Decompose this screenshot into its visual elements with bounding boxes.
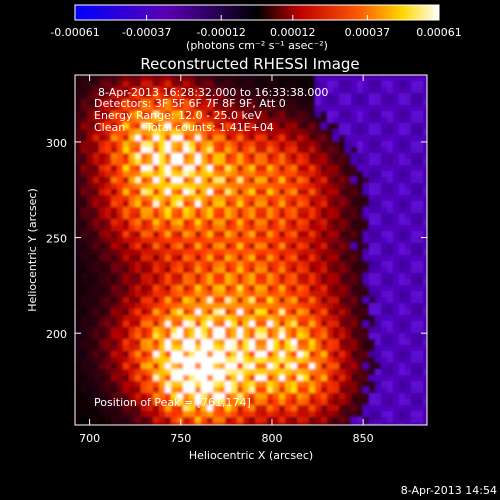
x-axis: 700 750 800 850 — [79, 75, 374, 445]
colorbar-tick-label: -0.00012 — [196, 26, 245, 39]
heatmap-area — [75, 75, 427, 425]
y-axis-label: Heliocentric Y (arcsec) — [26, 188, 39, 312]
colorbar-units: (photons cm⁻² s⁻¹ asec⁻²) — [186, 39, 328, 52]
y-axis: 200 250 300 — [46, 137, 427, 341]
time-range-text: 8-Apr-2013 16:28:32.000 to 16:33:38.000 — [98, 86, 328, 99]
colorbar-tick-label: -0.00061 — [50, 26, 99, 39]
chart-title: Reconstructed RHESSI Image — [140, 55, 359, 73]
colorbar-tick-label: 0.00037 — [345, 26, 391, 39]
heatmap-blobs — [75, 75, 427, 425]
colorbar-tick-label: 0.00012 — [270, 26, 316, 39]
x-tick-label: 800 — [261, 432, 282, 445]
footer-timestamp: 8-Apr-2013 14:54 — [401, 484, 497, 497]
peak-position-text: Position of Peak = [761,174] — [94, 396, 251, 409]
colorbar-tick-label: -0.00037 — [122, 26, 171, 39]
x-axis-label: Heliocentric X (arcsec) — [189, 449, 313, 462]
x-tick-label: 850 — [353, 432, 374, 445]
colorbar-ticks: -0.00061 -0.00037 -0.00012 0.00012 0.00037 0.… — [50, 15, 462, 39]
clean-text: Clean — [94, 121, 125, 134]
colorbar-tick-label: 0.00061 — [416, 26, 462, 39]
y-tick-label: 250 — [46, 233, 67, 246]
detectors-text: Detectors: 3F 5F 6F 7F 8F 9F, Att 0 — [94, 97, 286, 110]
x-tick-label: 750 — [170, 432, 191, 445]
total-counts-text: Total counts: 1.41E+04 — [145, 121, 274, 134]
x-tick-label: 700 — [79, 432, 100, 445]
colorbar — [74, 4, 440, 21]
y-tick-label: 300 — [46, 137, 67, 150]
y-tick-label: 200 — [46, 328, 67, 341]
plot-frame — [74, 74, 428, 426]
energy-range-text: Energy Range: 12.0 - 25.0 keV — [94, 109, 262, 122]
